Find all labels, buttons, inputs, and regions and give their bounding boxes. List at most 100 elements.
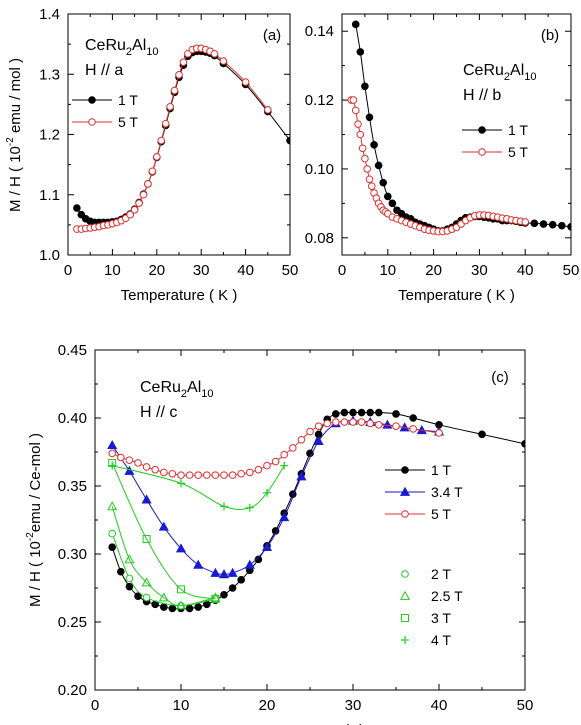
x-tick-label: 50 bbox=[563, 262, 580, 279]
data-point-2-5-t bbox=[210, 592, 221, 602]
data-point-5-t bbox=[349, 418, 357, 426]
legend-label-3-t: 3 T bbox=[431, 610, 451, 626]
data-point-1-t bbox=[286, 136, 290, 145]
compound-label-mid: Al bbox=[132, 37, 146, 54]
data-point-5-t bbox=[363, 165, 371, 173]
data-point-3-4-t bbox=[296, 471, 307, 481]
x-tick-label: 30 bbox=[193, 262, 210, 279]
legend-marker-4-t bbox=[401, 636, 409, 644]
x-tick-label: 40 bbox=[237, 262, 254, 279]
data-point-1-t bbox=[478, 430, 486, 439]
series-line-3-4-t bbox=[111, 420, 440, 575]
data-point-5-t bbox=[271, 457, 280, 466]
panel-c: 0 10 20 30 40 50 0.20 0.25 0.30 0.35 0.40 0.45 Tempe… bbox=[25, 342, 533, 725]
compound-label-main: CeRu bbox=[463, 62, 504, 79]
y-axis-label-main: M / H ( 10 bbox=[27, 541, 44, 607]
data-point-5-t bbox=[349, 96, 358, 104]
data-point-5-t bbox=[297, 435, 306, 444]
legend-label-5-t: 5 T bbox=[431, 506, 451, 522]
data-point-4-t bbox=[245, 503, 254, 512]
data-point-1-t bbox=[340, 408, 349, 417]
y-tick-label: 0.10 bbox=[305, 161, 334, 178]
data-point-5-t bbox=[365, 175, 374, 184]
data-point-3-4-t bbox=[107, 439, 118, 450]
data-point-5-t bbox=[151, 465, 159, 474]
x-tick-label: 20 bbox=[425, 262, 442, 279]
compound-label-s1: 2 bbox=[181, 388, 187, 400]
x-tick-label: 40 bbox=[517, 262, 534, 279]
data-point-3-4-t bbox=[218, 569, 230, 579]
field-direction-label: H // a bbox=[85, 62, 123, 79]
compound-label: CeRu2Al10 bbox=[140, 379, 214, 400]
field-direction-label: H // b bbox=[463, 87, 501, 104]
data-point-5-t bbox=[135, 199, 143, 207]
series-4-t bbox=[108, 461, 289, 512]
data-point-5-t bbox=[228, 471, 237, 479]
legend-marker-5-t bbox=[478, 148, 486, 156]
data-point-4-t bbox=[220, 502, 228, 511]
data-point-5-t bbox=[142, 463, 151, 471]
legend-marker-3-4-t bbox=[399, 486, 411, 496]
x-tick-label: 10 bbox=[173, 697, 190, 714]
data-point-5-t bbox=[219, 57, 228, 65]
y-tick-label: 1.0 bbox=[39, 247, 60, 264]
data-point-1-t bbox=[365, 113, 374, 122]
data-point-5-t bbox=[237, 469, 245, 478]
data-point-2-5-t bbox=[124, 554, 135, 564]
data-point-1-t bbox=[366, 408, 375, 417]
data-point-1-t bbox=[332, 410, 340, 418]
y-axis-label-unit: emu / Ce-mol ) bbox=[27, 433, 44, 532]
y-axis-label-exponent: -2 bbox=[5, 137, 16, 146]
series-line-3-t bbox=[111, 462, 216, 600]
y-tick-label: 1.3 bbox=[39, 66, 60, 83]
data-point-5-t bbox=[211, 471, 220, 479]
field-direction-label: H // c bbox=[140, 404, 177, 421]
data-point-5-t bbox=[126, 210, 134, 219]
data-point-5-t bbox=[148, 167, 157, 176]
data-point-1-t bbox=[356, 48, 365, 56]
x-axis-label: Temperature ( K ) bbox=[121, 287, 238, 304]
legend-label-1-t: 1 T bbox=[118, 92, 138, 108]
y-tick-label: 1.2 bbox=[39, 127, 60, 144]
data-point-5-t bbox=[246, 468, 254, 477]
panel-a: 0 10 20 30 40 50 1.0 1.1 1.2 1.3 1.4 Temperature ( … bbox=[5, 6, 298, 304]
y-tick-label: 0.14 bbox=[305, 23, 334, 40]
data-point-3-t bbox=[211, 594, 220, 603]
data-point-5-t bbox=[144, 180, 152, 188]
data-point-5-t bbox=[130, 206, 139, 214]
data-point-5-t bbox=[366, 419, 375, 428]
data-point-5-t bbox=[203, 471, 211, 479]
panel-label: (c) bbox=[491, 369, 509, 386]
data-point-3-4-t bbox=[193, 559, 204, 569]
data-point-4-t bbox=[280, 461, 289, 470]
data-point-2-t bbox=[142, 593, 151, 602]
legend-label-1-t: 1 T bbox=[431, 462, 451, 478]
data-point-5-t bbox=[323, 419, 332, 428]
data-point-5-t bbox=[175, 71, 183, 79]
data-point-5-t bbox=[409, 425, 418, 433]
data-point-5-t bbox=[194, 471, 202, 479]
compound-label-mid: Al bbox=[510, 62, 524, 79]
data-point-5-t bbox=[351, 106, 360, 115]
x-tick-label: 20 bbox=[259, 697, 276, 714]
data-point-3-4-t bbox=[158, 521, 169, 531]
data-point-5-t bbox=[358, 144, 367, 153]
legend-marker-2-t bbox=[401, 570, 409, 578]
series-3-4-t bbox=[107, 415, 445, 579]
data-point-1-t bbox=[125, 582, 134, 591]
data-point-1-t bbox=[160, 603, 168, 611]
legend-label-2-5-t: 2.5 T bbox=[431, 588, 463, 604]
data-point-1-t bbox=[134, 592, 142, 600]
data-point-5-t bbox=[220, 471, 228, 479]
x-tick-label: 10 bbox=[104, 262, 121, 279]
legend-label-2-t: 2 T bbox=[431, 566, 451, 582]
data-point-3-4-t bbox=[227, 567, 238, 577]
data-point-5-t bbox=[356, 130, 365, 139]
data-point-5-t bbox=[375, 421, 383, 429]
data-point-5-t bbox=[179, 58, 188, 67]
data-point-5-t bbox=[361, 154, 369, 163]
legend-label-1-t: 1 T bbox=[508, 122, 528, 138]
legend-marker-2-5-t bbox=[399, 590, 411, 600]
data-point-5-t bbox=[289, 444, 297, 452]
data-point-5-t bbox=[161, 119, 170, 128]
